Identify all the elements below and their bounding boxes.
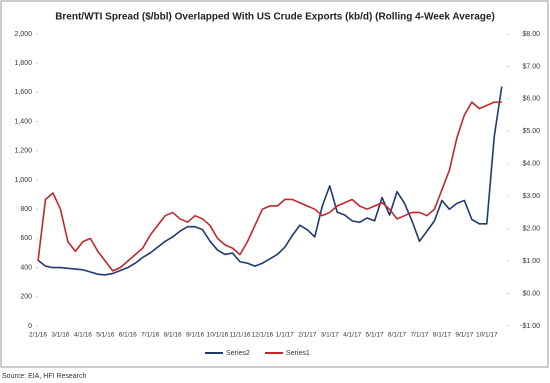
- x-tick-label: 8/1/16: [164, 332, 182, 339]
- y2-tick-label: $3.00: [522, 193, 540, 200]
- x-tick-label: 8/1/17: [433, 332, 451, 339]
- legend-label: Series1: [286, 350, 310, 357]
- legend-label: Series2: [226, 350, 250, 357]
- chart-border: [0, 0, 549, 368]
- x-tick-label: 4/1/16: [74, 332, 92, 339]
- y-tick-label: 1,800: [14, 60, 32, 67]
- y2-tick-label: $6.00: [522, 96, 540, 103]
- x-tick-label: 3/1/17: [321, 332, 339, 339]
- y-tick-label: 600: [20, 235, 32, 242]
- y-tick-label: 1,200: [14, 148, 32, 155]
- x-tick-label: 4/1/17: [343, 332, 361, 339]
- x-tick-label: 9/1/17: [455, 332, 473, 339]
- y-tick-label: 2,000: [14, 31, 32, 38]
- source-note: Source: EIA, HFI Research: [2, 373, 87, 380]
- x-tick-label: 7/1/17: [410, 332, 428, 339]
- y-tick-label: 1,000: [14, 177, 32, 184]
- chart-title: Brent/WTI Spread ($/bbl) Overlapped With…: [55, 12, 495, 23]
- y2-tick-label: $7.00: [522, 63, 540, 70]
- x-tick-label: 2/1/17: [298, 332, 316, 339]
- y2-tick-label: $5.00: [522, 128, 540, 135]
- series-line: [37, 101, 502, 272]
- y2-tick-label: $8.00: [522, 31, 540, 38]
- x-tick-label: 1/1/17: [276, 332, 294, 339]
- x-tick-label: 7/1/16: [141, 332, 159, 339]
- x-tick-label: 6/1/16: [119, 332, 137, 339]
- x-tick-label: 5/1/17: [366, 332, 384, 339]
- x-tick-label: 2/1/16: [29, 332, 47, 339]
- x-tick-label: 10/1/17: [476, 332, 498, 339]
- x-tick-label: 5/1/16: [96, 332, 114, 339]
- x-tick-label: 9/1/16: [186, 332, 204, 339]
- x-tick-label: 12/1/16: [252, 332, 274, 339]
- y-tick-label: 0: [28, 323, 32, 330]
- y2-tick-label: $4.00: [522, 161, 540, 168]
- y-tick-label: 200: [20, 294, 32, 301]
- y2-tick-label: $1.00: [522, 258, 540, 265]
- y2-tick-label: -$1.00: [520, 323, 540, 330]
- y-tick-label: 1,400: [14, 118, 32, 125]
- y2-tick-label: $2.00: [522, 226, 540, 233]
- y-tick-label: 800: [20, 206, 32, 213]
- x-tick-label: 10/1/16: [207, 332, 229, 339]
- x-tick-label: 3/1/16: [51, 332, 69, 339]
- x-tick-label: 11/1/16: [229, 332, 251, 339]
- y-tick-label: 1,600: [14, 89, 32, 96]
- y2-tick-label: $0.00: [522, 290, 540, 297]
- x-tick-label: 6/1/17: [388, 332, 406, 339]
- y-tick-label: 400: [20, 264, 32, 271]
- series-line: [37, 86, 503, 276]
